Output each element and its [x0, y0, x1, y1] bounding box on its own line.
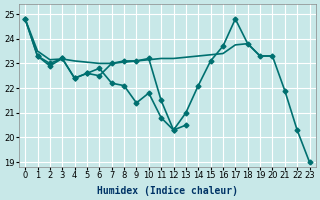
X-axis label: Humidex (Indice chaleur): Humidex (Indice chaleur)	[97, 186, 238, 196]
